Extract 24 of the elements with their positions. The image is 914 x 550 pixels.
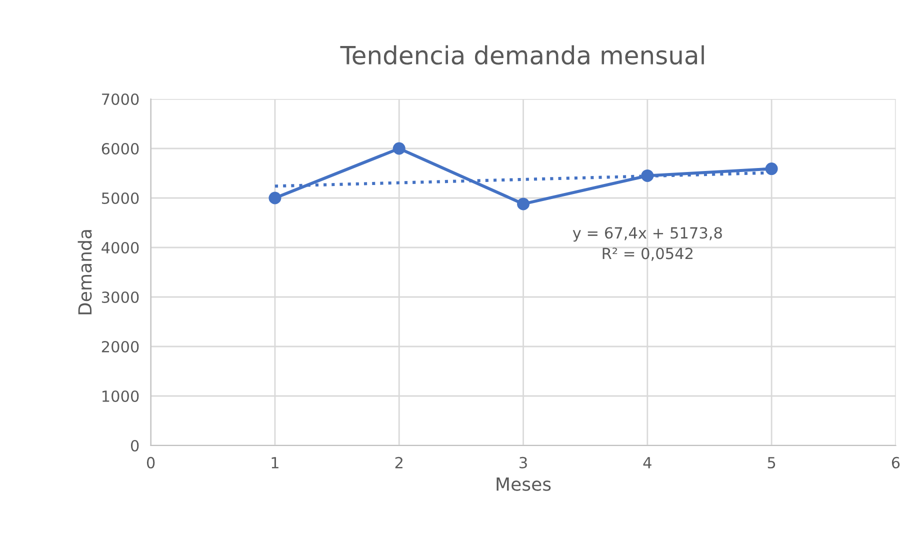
point bbox=[268, 192, 282, 204]
point bbox=[392, 142, 406, 155]
y-axis-title: Demanda bbox=[78, 230, 92, 314]
point bbox=[641, 169, 654, 182]
annotation: y = 67,4x + 5173,8 R² = 0,0542 bbox=[572, 227, 722, 261]
y-tick-label: 7000 bbox=[102, 93, 139, 106]
point bbox=[765, 162, 778, 176]
y-tick-label: 5000 bbox=[102, 192, 139, 204]
x-tick-label: 4 bbox=[643, 457, 652, 468]
point bbox=[517, 198, 530, 210]
x-tick-label: 0 bbox=[146, 456, 155, 468]
y-tick-label: 0 bbox=[130, 440, 139, 452]
x-tick-label: 2 bbox=[395, 456, 402, 468]
x-tick-label: 3 bbox=[520, 456, 527, 468]
y-tick-label: 2000 bbox=[102, 340, 139, 353]
y-tick-label: 1000 bbox=[102, 390, 139, 402]
y-tick-label: 3000 bbox=[102, 291, 139, 304]
y-tick-label: 4000 bbox=[102, 242, 139, 254]
x-axis-title: Meses bbox=[496, 478, 551, 491]
y-tick-label: 6000 bbox=[102, 142, 139, 155]
x-tick-label: 1 bbox=[272, 457, 278, 468]
x-tick-label: 5 bbox=[768, 457, 776, 468]
x-tick-label: 6 bbox=[892, 456, 900, 468]
chart-title: Tendencia demanda mensual bbox=[340, 45, 704, 65]
